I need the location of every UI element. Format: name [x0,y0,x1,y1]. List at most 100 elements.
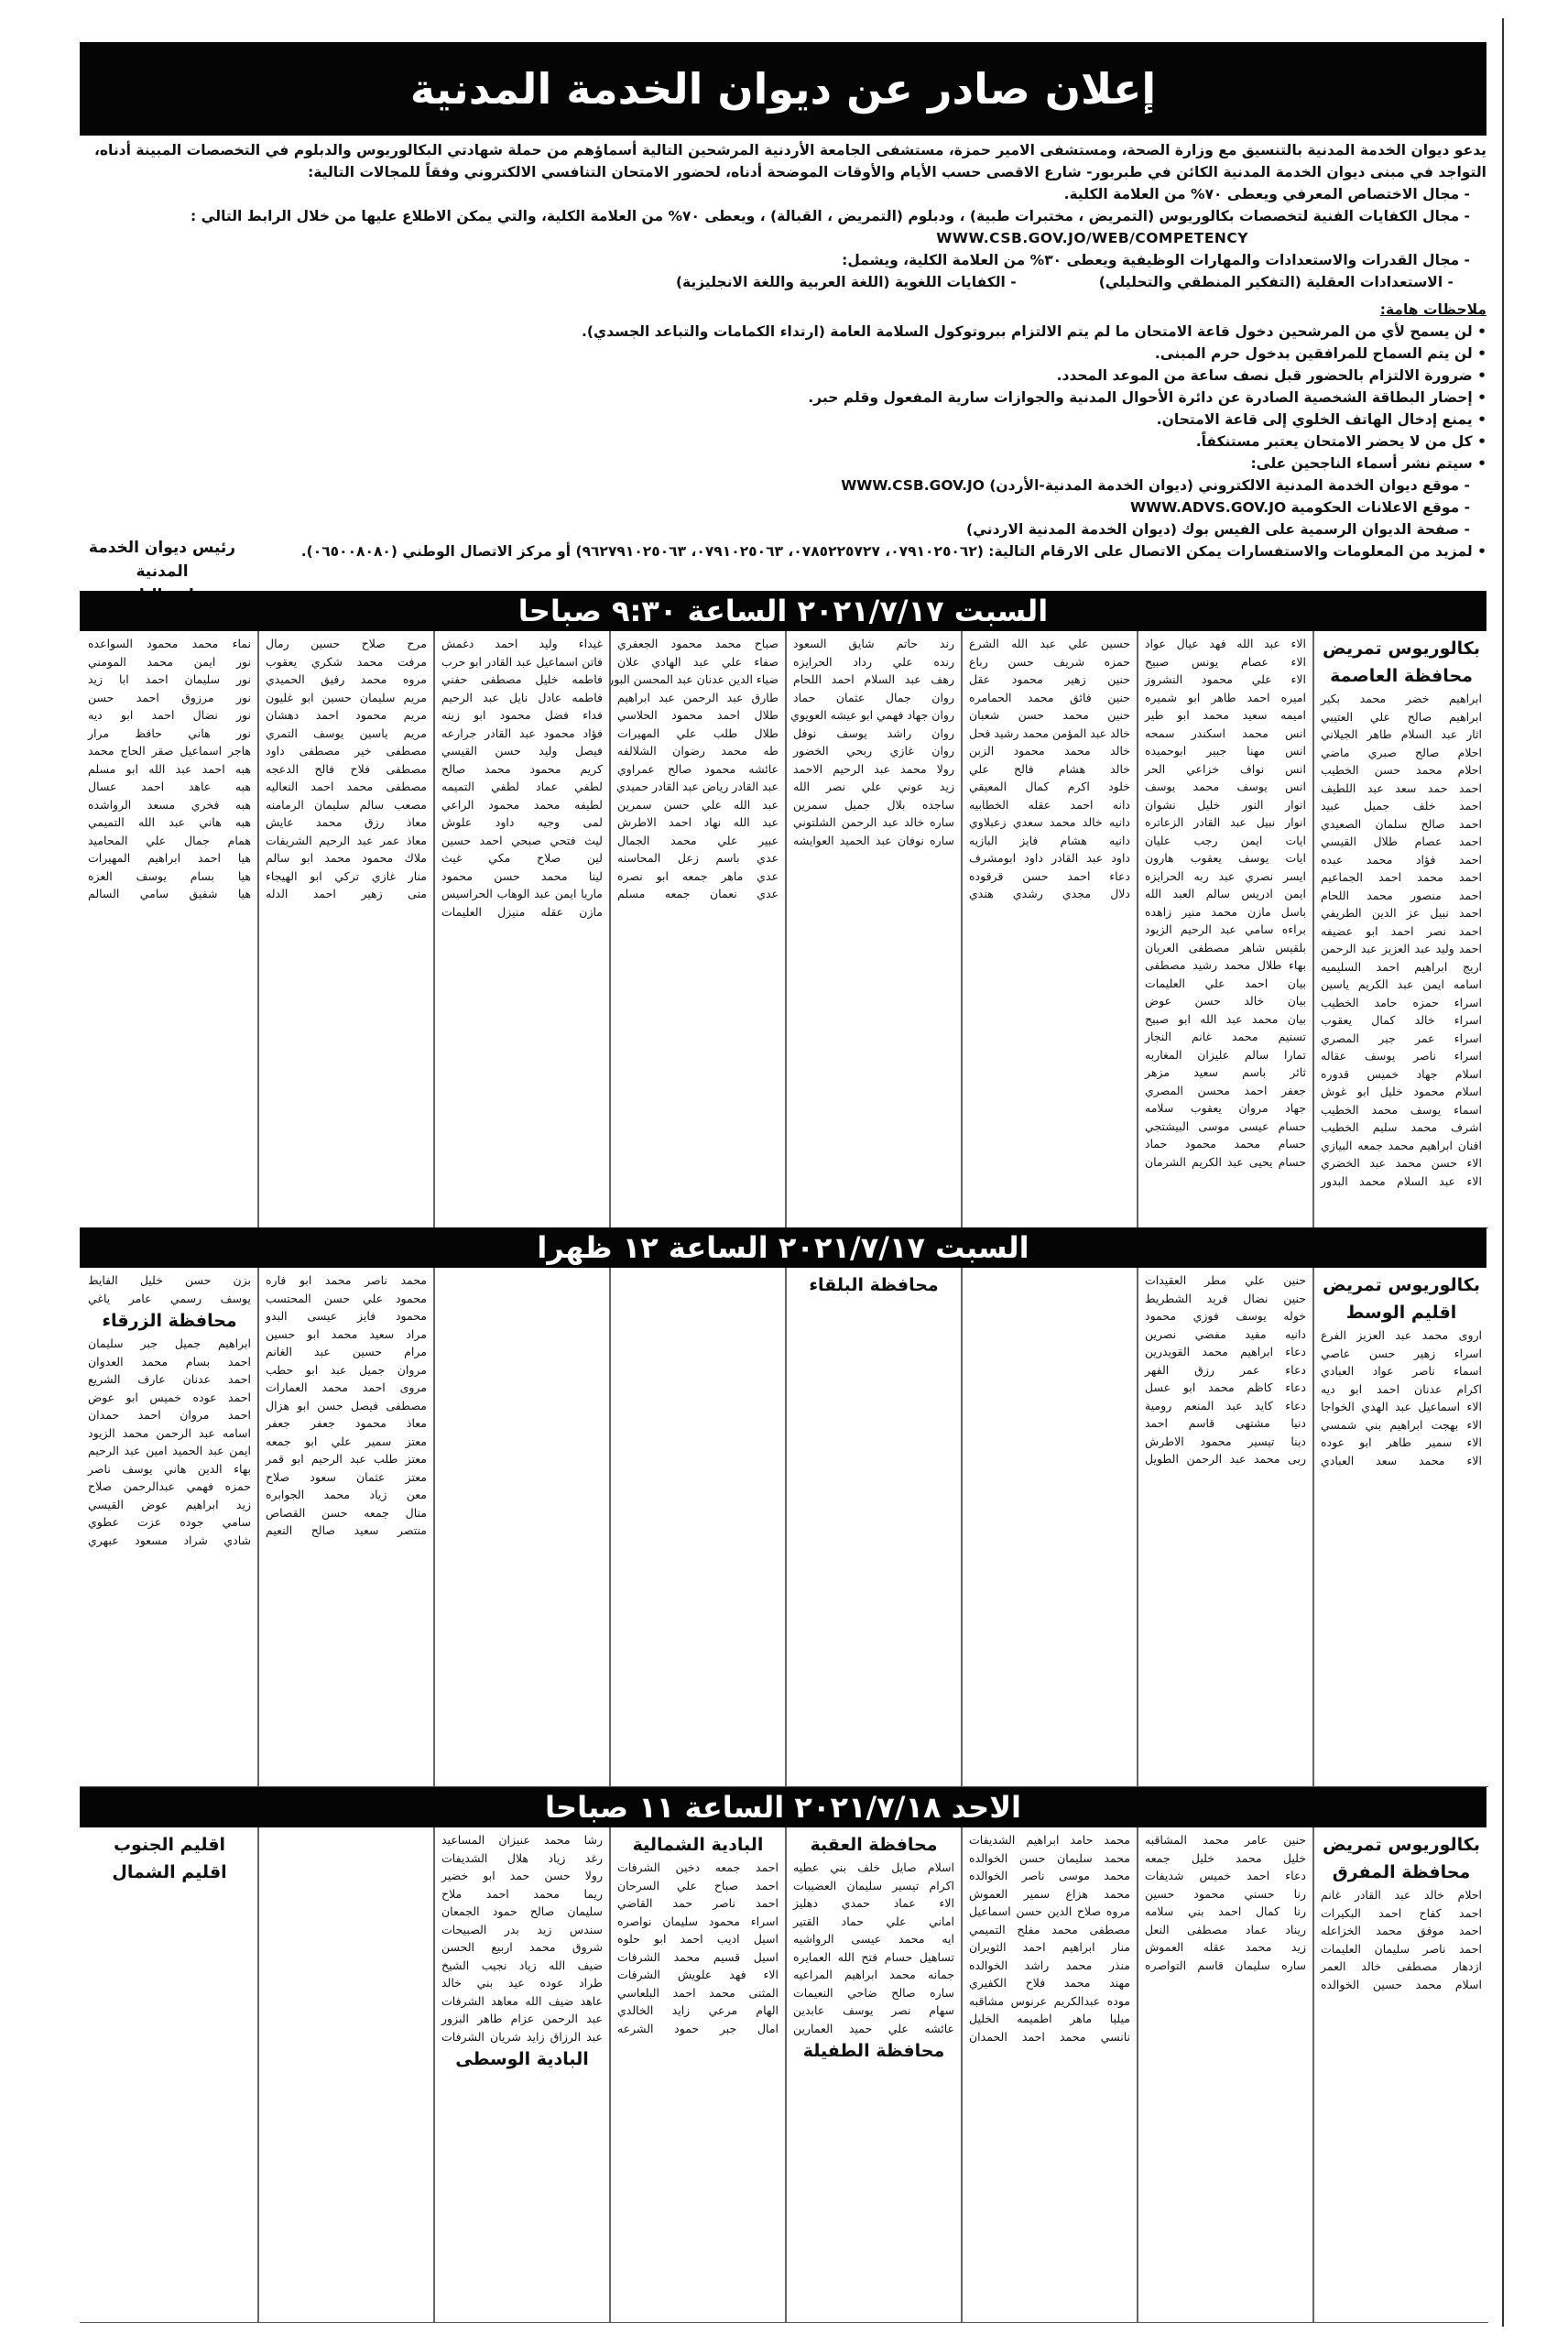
candidate-name: دعاء كاظم محمد ابو عسل [1145,1380,1306,1394]
candidate-name: منى زهير احمد الدله [266,887,427,900]
candidate-name: مرح صلاح حسين رمال [266,637,427,650]
name-column: محمد حامد ابراهيم الشديفات محمد سليمان حس… [961,1827,1137,2322]
candidate-name: ساره صالح ضاحي النعيمات [793,1985,954,2000]
candidate-name: جمانه محمد ابراهيم المراعيه [793,1968,954,1981]
candidate-name: محمد حامد ابراهيم الشديفات [969,1833,1130,1847]
candidate-name: انس محمد اسكندر سمحه [1145,725,1306,740]
candidate-name: تمارا سالم عليزان المغاربه [1145,1047,1306,1062]
candidate-name: ساره سليمان قاسم التواصره [1145,1958,1306,1972]
candidate-name: ريناد عماد مصطفى النعل [1145,1922,1306,1936]
candidate-name: احمد نبيل عز الدين الطريفي [1321,906,1482,920]
candidate-name: رنا كمال احمد بني سلامه [1145,1904,1306,1918]
candidate-name: الاء عبد الله فهد عيال عواد [1145,637,1306,650]
candidate-name: مصطفى فيصل حسن ابو هزال [266,1398,427,1412]
candidate-name: ابراهيم صالح علي العتيبي [1321,709,1482,724]
competency-link[interactable]: WWW.CSB.GOV.JO/WEB/COMPETENCY [936,230,1248,246]
candidate-name: هاجر اسماعيل صقر الحاج محمد [88,744,251,758]
candidate-name: براءه سامي عبد الرحيم الزيود [1145,922,1306,936]
candidate-name: دعاء احمد خميس شديفات [1145,1869,1306,1882]
candidate-name: اكرام تيسير سليمان العضيبات [793,1878,954,1892]
candidate-name: محمد موسى ناصر الخوالده [969,1869,1130,1882]
candidate-name: اسلام جهاد خميس قدوره [1321,1066,1482,1081]
candidate-name: الهام مرعي زايد الخالدي [617,2003,779,2017]
candidate-name: مروه صلاح الدين حسن اسماعيل [969,1904,1130,1918]
candidate-name: انوار النور خليل نشوان [1145,797,1306,812]
candidate-name: موده عبدالكريم عرنوس مشاقبه [969,1993,1130,2008]
abilities-list: - الاستعدادات العقلية (التفكير المنطقي و… [80,271,1486,293]
candidate-name: احمد وليد عبد العزيز عبد الرحمن [1321,942,1482,955]
candidate-name: فداء فضل محمود ابو زينه [441,708,603,722]
candidate-name: فيصل وليد حسن القيسي [441,744,603,758]
field-abilities: - مجال القدرات والاستعدادات والمهارات ال… [842,252,1470,268]
candidate-name: اميره احمد طاهر ابو شميره [1145,690,1306,704]
candidate-name: انس نواف خزاعي الحر [1145,761,1306,776]
candidate-name: اسماء ناصر عواد العبادي [1321,1364,1482,1378]
candidate-name: ريما محمد احمد ملاح [441,1886,603,1901]
candidate-name: خالد هشام فالح علي [969,761,1130,776]
candidate-name: احمد مروان احمد حمدان [88,1408,251,1422]
candidate-name: رولا حسن حمد ابو خضير [441,1869,603,1882]
candidate-name: معاذ محمود جعفر جعفر [266,1416,427,1430]
candidate-name: اماني علي حماد القتير [793,1914,954,1928]
candidate-name: حسام محمد محمود حماد [1145,1137,1306,1151]
candidate-name: كريم محمود محمد صالح [441,761,603,776]
name-column [961,1268,1137,1786]
name-column: محافظة البلقاء [785,1268,961,1786]
name-column: بزن حسن خليل الفايط يوسف رسمي عامر ياغي مح… [82,1268,257,1786]
candidate-name: لمى وجيه داود علوش [441,815,603,829]
name-column: حسين علي عبد الله الشرع حمزه شريف حسن ربا… [961,631,1137,1227]
candidate-name: احمد نصر احمد ابو عضيفه [1321,923,1482,938]
candidate-name: احمد فؤاد محمد عبده [1321,852,1482,867]
publish-site-advs[interactable]: - موقع الاعلانات الحكومية WWW.ADVS.GOV.J… [1130,499,1470,516]
candidate-name: رنده علي رداد الحرايزه [793,654,954,669]
candidate-name: منتصر سعيد صالح النعيم [266,1523,427,1537]
candidate-name: طلال طلب علي المهيرات [617,725,779,740]
candidate-name: معتز سمير علي ابو جمعه [266,1434,427,1448]
candidate-name: فاطمه عادل نايل عبد الرحيم [441,690,603,704]
candidate-name: حنين فائق محمد الحمامره [969,690,1130,704]
announcement-title: إعلان صادر عن ديوان الخدمة المدنية [80,42,1486,136]
candidate-name: محمد هزاع سمير العموش [969,1886,1130,1901]
note-item: • ضرورة الالتزام بالحضور قبل نصف ساعة من… [1056,367,1486,384]
candidate-name: سامي جوده عزت عطوي [88,1515,251,1529]
publish-site-csb[interactable]: - موقع ديوان الخدمة المدنية الالكتروني (… [841,477,1470,494]
candidate-name: مروان جميل عبد ابو حطب [266,1362,427,1377]
candidate-name: نور مرزوق احمد حسن [88,690,251,704]
candidate-name: ساره نوفان عبد الحميد العوايشه [793,833,954,847]
column-subheading: اقليم الوسط [1345,1303,1457,1323]
candidate-name: اكرام عدنان احمد ابو ديه [1321,1381,1482,1396]
candidate-name: بيان محمد عبد الله ابو صبيح [1145,1011,1306,1026]
candidate-name: روان راشد يوسف نوفل [793,725,954,740]
candidate-name: سندس زيد بدر الصبيحات [441,1922,603,1936]
candidate-name: احمد صالح سلمان الصعيدي [1321,816,1482,831]
candidate-name: فاتن اسماعيل عبد القادر ابو حرب [441,654,603,669]
note-item: • سيتم نشر أسماء الناجحين على: [1250,455,1486,472]
candidate-name: ابراهيم خضر محمد بكير [1321,692,1482,705]
column-subheading: محافظة الزرقاء [102,1311,237,1331]
candidate-name: الاء حسن محمد عبد الخضري [1321,1156,1482,1170]
session-banner-1: السبت ٢٠٢١/٧/١٧ الساعة ٩:٣٠ صباحا [80,591,1486,631]
candidate-name: مريم سليمان حسين ابو غليون [266,690,427,704]
candidate-name: الاء عماد حمدي دهليز [793,1896,954,1910]
candidate-name: معتز طلب عبد الرحيم ابو قمر [266,1452,427,1466]
candidate-name: حمزه فهمي عبدالرحمن صلاح [88,1479,251,1493]
candidate-name: مصعب سالم سليمان الرمامنه [266,797,427,812]
candidate-name: مهند محمد فلاح الكفيري [969,1976,1130,1990]
candidate-name: يوسف رسمي عامر ياغي [88,1291,251,1305]
candidate-name: احمد جمعه دخين الشرفات [617,1860,779,1874]
candidate-name: ايه محمد عيسى الرواشيه [793,1932,954,1946]
contact-info: • لمزيد من المعلومات والاستفسارات يمكن ا… [300,543,1486,560]
candidate-name: عبد القادر رياض عبد القادر حميدي [616,780,779,793]
candidate-name: الاء بهجت ابراهيم بني شمسي [1321,1417,1482,1432]
candidate-name: روان جمال عثمان حماد [793,690,954,704]
candidate-name: هيا احمد ابراهيم المهيرات [88,851,251,865]
note-item: • لن يتم السماح للمرافقين بدخول حرم المب… [1154,345,1486,362]
candidate-name: اميمه سعيد محمد ابو طير [1145,708,1306,722]
candidate-name: شادي شراد مسعود عبهري [88,1532,251,1547]
candidate-name: اسراء ناصر يوسف عقاله [1321,1049,1482,1063]
candidate-name: عدي ماهر جمعه ابو نصره [617,868,779,883]
candidate-name: عبد الرزاق زايد شريان الشرفات [441,2029,603,2044]
candidate-name: ايسر نصري عبد ربه الحرايزه [1145,868,1306,883]
candidate-name: دانه احمد عقله الخطابيه [969,797,1130,812]
candidate-name: دعاء كايد عبد المنعم رومية [1145,1398,1306,1412]
